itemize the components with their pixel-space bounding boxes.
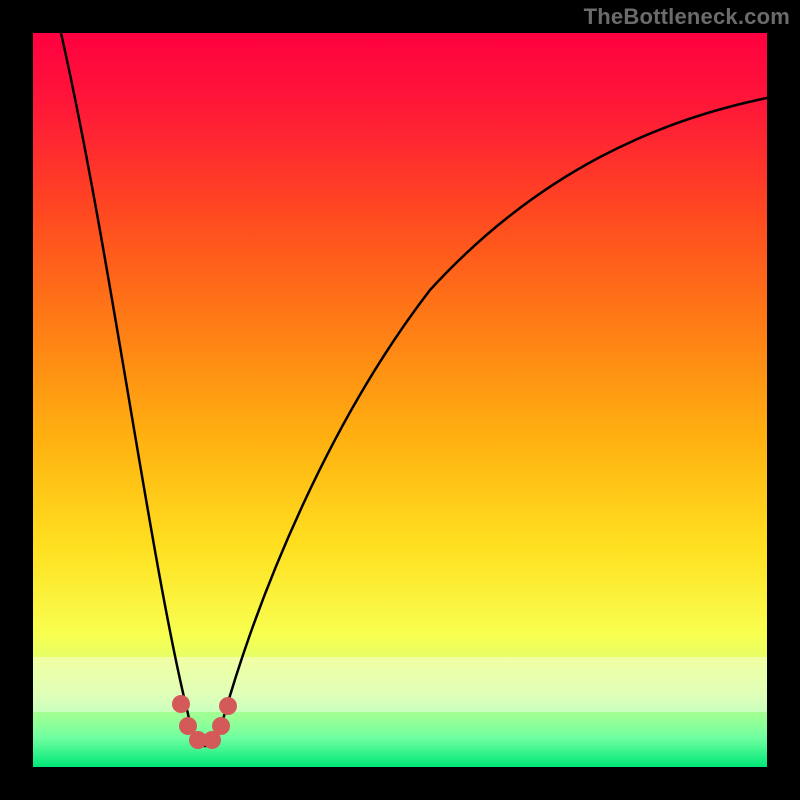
marker-point: [212, 717, 230, 735]
highlight-band: [33, 657, 767, 712]
marker-point: [219, 697, 237, 715]
bottleneck-chart: [0, 0, 800, 800]
watermark-label: TheBottleneck.com: [584, 4, 790, 30]
plot-area: [33, 33, 767, 767]
chart-container: TheBottleneck.com: [0, 0, 800, 800]
marker-point: [172, 695, 190, 713]
gradient-background: [33, 33, 767, 767]
